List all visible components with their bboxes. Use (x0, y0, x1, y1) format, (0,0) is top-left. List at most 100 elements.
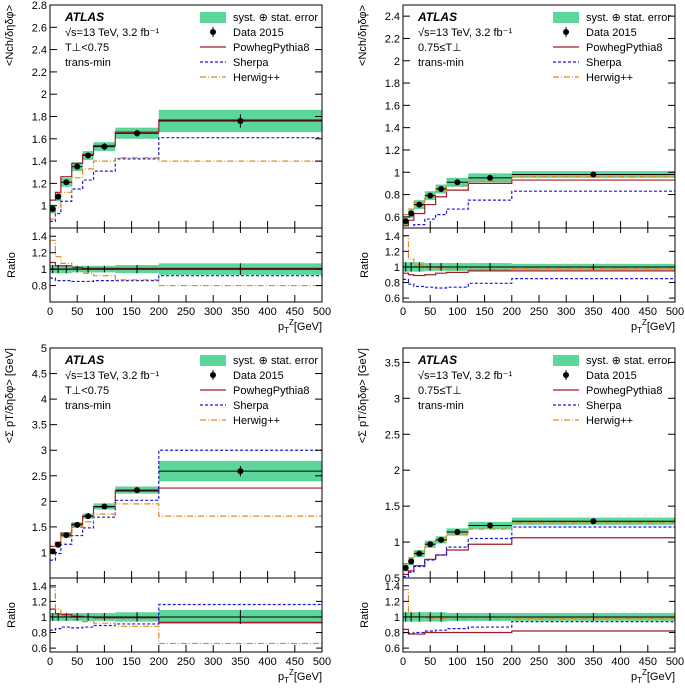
x-tick-label: 400 (611, 306, 629, 318)
ratio-y-tick-label: 1.4 (385, 231, 400, 243)
x-tick-label: 250 (177, 656, 195, 668)
data-point (416, 201, 423, 208)
y-tick-label: 2.5 (32, 471, 47, 483)
data-point (590, 171, 597, 178)
data-point (416, 550, 423, 557)
region-label: trans-min (65, 400, 111, 412)
region-label: trans-min (418, 400, 464, 412)
chart-panel-2: 0.6 0.8 1 1.2 1.4 1.6 1.8 2 2.2 2.4 0.6 0.8 1 1.2 1.4 0… (357, 4, 684, 335)
data-point (85, 513, 92, 520)
y-tick-label: 2.2 (32, 67, 47, 79)
data-point (427, 192, 434, 199)
ratio-y-tick-label: 1 (394, 612, 400, 624)
powheg-prediction-line (403, 179, 675, 227)
ratio-axis-label: Ratio (6, 252, 18, 278)
legend-band-label: syst. ⊕ stat. error (233, 12, 318, 24)
cut-label: 0.75≤T⊥ (418, 385, 462, 397)
x-tick-label: 500 (313, 306, 331, 318)
legend-sherpa-label: Sherpa (233, 57, 269, 69)
ratio-y-tick-label: 0.8 (385, 278, 400, 290)
x-tick-label: 300 (204, 656, 222, 668)
x-tick-label: 50 (424, 306, 436, 318)
region-label: trans-min (65, 57, 111, 69)
powheg-ratio-line (50, 608, 322, 623)
legend-band-label: syst. ⊕ stat. error (233, 355, 318, 367)
data-point (55, 193, 62, 200)
energy-label: √s=13 TeV, 3.2 fb⁻¹ (418, 27, 512, 39)
x-tick-label: 350 (584, 656, 602, 668)
data-point (237, 117, 244, 124)
data-point (408, 558, 415, 565)
x-tick-label: 200 (503, 656, 521, 668)
data-point (74, 521, 81, 528)
sherpa-prediction-line (413, 190, 675, 228)
x-tick-label: 450 (639, 656, 657, 668)
x-tick-label: 300 (557, 656, 575, 668)
x-tick-label: 500 (313, 656, 331, 668)
x-tick-label: 150 (122, 656, 140, 668)
sherpa-ratio-line (403, 621, 675, 634)
y-axis-label: <Nch/δηδφ> (4, 5, 16, 66)
data-point (134, 487, 141, 494)
herwig-ratio-line (403, 235, 675, 270)
ratio-y-tick-label: 0.6 (32, 643, 47, 655)
y-tick-label: 2.2 (385, 33, 400, 45)
x-tick-label: 0 (400, 656, 406, 668)
data-point (403, 564, 409, 571)
y-tick-label: 0.5 (385, 573, 400, 585)
y-tick-label: 0.8 (385, 190, 400, 202)
y-tick-label: 1.8 (32, 112, 47, 124)
x-tick-label: 0 (47, 306, 53, 318)
main-plot-area (403, 171, 675, 228)
data-point (63, 532, 70, 539)
atlas-label: ATLAS (64, 10, 104, 24)
data-point (85, 152, 92, 159)
legend-sherpa-label: Sherpa (586, 57, 622, 69)
legend-powheg-label: PowhegPythia8 (233, 385, 309, 397)
legend-data-marker (563, 29, 569, 35)
data-point (454, 529, 461, 535)
data-point (438, 185, 445, 192)
y-tick-label: 0.6 (385, 212, 400, 224)
x-tick-label: 50 (71, 656, 83, 668)
x-tick-label: 350 (231, 656, 249, 668)
y-tick-label: 1 (41, 547, 47, 559)
ratio-plot-area (403, 589, 675, 635)
ratio-y-tick-label: 1 (394, 262, 400, 274)
y-tick-label: 1.5 (385, 501, 400, 513)
x-tick-label: 400 (258, 656, 276, 668)
main-plot-area (403, 517, 675, 578)
y-tick-label: 1 (394, 537, 400, 549)
x-tick-label: 250 (530, 306, 548, 318)
sherpa-ratio-line (50, 603, 322, 631)
energy-label: √s=13 TeV, 3.2 fb⁻¹ (65, 370, 159, 382)
legend-data-marker (210, 372, 216, 378)
data-point (101, 143, 108, 150)
ratio-y-tick-label: 0.8 (385, 628, 400, 640)
legend-band-swatch (553, 355, 579, 366)
atlas-label: ATLAS (417, 353, 457, 367)
y-tick-label: 1 (41, 201, 47, 213)
ratio-plot-area (403, 235, 675, 289)
legend-data-label: Data 2015 (586, 27, 637, 39)
y-axis-label: <Nch/δηδφ> (357, 5, 369, 66)
x-tick-label: 450 (286, 656, 304, 668)
herwig-prediction-line (403, 522, 675, 565)
data-point (487, 174, 494, 181)
x-axis-label: pTZ[GeV] (278, 318, 322, 335)
y-axis-label: <Σ pT/δηδφ> [GeV] (357, 348, 369, 443)
legend-sherpa-label: Sherpa (233, 400, 269, 412)
legend-band-swatch (553, 12, 579, 23)
legend-herwig-label: Herwig++ (233, 415, 280, 427)
y-tick-label: 5 (41, 343, 47, 355)
y-axis-label: <Σ pT/δηδφ> [GeV] (4, 348, 16, 443)
x-tick-label: 350 (584, 306, 602, 318)
x-axis-label: pTZ[GeV] (631, 668, 675, 685)
x-tick-label: 0 (47, 656, 53, 668)
herwig-ratio-line (50, 239, 322, 287)
y-tick-label: 2.4 (385, 11, 400, 23)
energy-label: √s=13 TeV, 3.2 fb⁻¹ (418, 370, 512, 382)
y-tick-label: 1.6 (385, 100, 400, 112)
ratio-plot-area (50, 239, 322, 287)
